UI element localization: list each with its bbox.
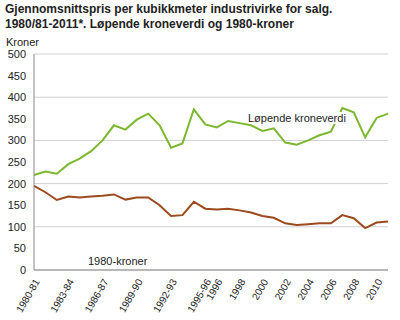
svg-text:2010: 2010 <box>364 277 385 302</box>
svg-text:350: 350 <box>8 113 26 125</box>
svg-text:250: 250 <box>8 156 26 168</box>
html-text:1980-kroner: 1980-kroner <box>88 255 148 267</box>
svg-text:2000: 2000 <box>250 277 271 302</box>
svg-text:100: 100 <box>8 221 26 233</box>
svg-text:1980-81: 1980-81 <box>14 277 42 315</box>
html-text:Gjennomsnittspris per kubikkme: Gjennomsnittspris per kubikkmeter indust… <box>5 2 333 31</box>
html-text:Løpende kroneverdi: Løpende kroneverdi <box>248 112 346 124</box>
svg-text:400: 400 <box>8 91 26 103</box>
svg-text:0: 0 <box>20 264 26 276</box>
svg-text:1995-96: 1995-96 <box>185 277 214 315</box>
svg-text:150: 150 <box>8 199 26 211</box>
svg-text:2006: 2006 <box>318 277 339 302</box>
svg-text:2002: 2002 <box>272 277 293 302</box>
svg-text:2008: 2008 <box>341 277 362 302</box>
svg-text:450: 450 <box>8 70 26 82</box>
html-text:Kroner: Kroner <box>6 36 39 48</box>
svg-text:1992-93: 1992-93 <box>151 277 179 315</box>
svg-text:200: 200 <box>8 178 26 190</box>
svg-text:1983-84: 1983-84 <box>48 277 76 315</box>
svg-text:300: 300 <box>8 134 26 146</box>
svg-text:1989-90: 1989-90 <box>117 277 145 315</box>
svg-text:1998: 1998 <box>227 277 248 302</box>
svg-text:50: 50 <box>14 242 26 254</box>
svg-text:500: 500 <box>8 48 26 60</box>
svg-text:1996: 1996 <box>204 277 225 302</box>
svg-text:1986-87: 1986-87 <box>83 277 111 315</box>
svg-text:2004: 2004 <box>295 277 316 302</box>
